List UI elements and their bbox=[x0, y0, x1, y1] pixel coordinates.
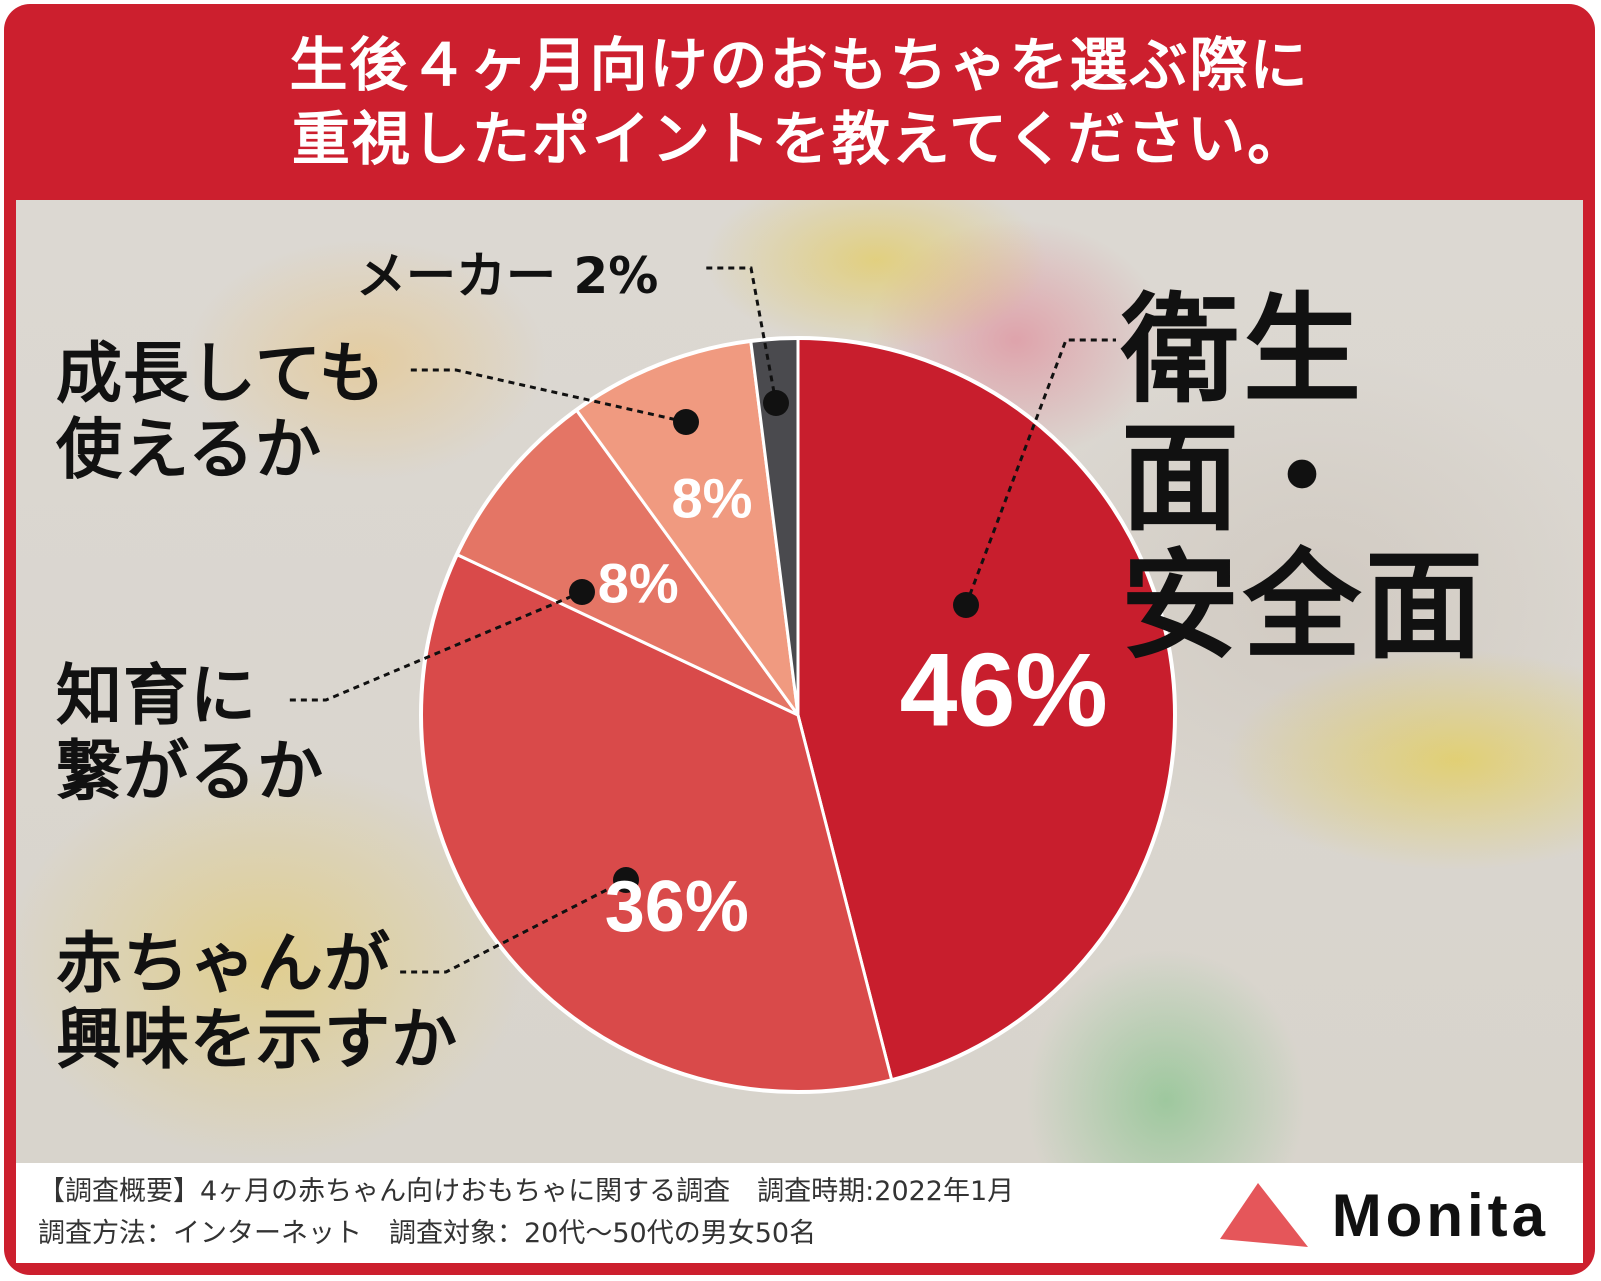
brand-name: Monita bbox=[1331, 1181, 1549, 1249]
leader-dot-3 bbox=[673, 409, 699, 435]
leader-line-2 bbox=[286, 590, 583, 702]
triangle-logo-icon bbox=[1219, 1183, 1308, 1247]
label-safety-line-2: 安全面 bbox=[1121, 537, 1488, 675]
leader-line-4 bbox=[706, 266, 778, 404]
footer: 【調査概要】4ヶ月の赤ちゃん向けおもちゃに関する調査 調査時期:2022年1月 … bbox=[16, 1163, 1583, 1263]
label-interest-line-2: 興味を示すか bbox=[56, 1001, 458, 1078]
title-line-2: 重視したポイントを教えてください。 bbox=[291, 105, 1308, 173]
leader-dot-0 bbox=[953, 592, 979, 618]
title-line-1: 生後４ヶ月向けのおもちゃを選ぶ際に bbox=[289, 31, 1310, 99]
chart-panel: 46% 36% 8% 8% 衛生面・ 安全面 メーカー 2% 成長しても 使えるか 知… bbox=[16, 200, 1583, 1163]
label-safety: 衛生面・ 安全面 bbox=[1121, 286, 1583, 670]
leader-dot-2 bbox=[569, 579, 595, 605]
label-education-line-2: 繋がるか bbox=[56, 733, 324, 810]
label-interest-line-1: 赤ちゃんが bbox=[56, 925, 391, 1002]
brand-logo: Monita bbox=[1218, 1181, 1549, 1249]
chart-title: 生後４ヶ月向けのおもちゃを選ぶ際に 重視したポイントを教えてください。 bbox=[4, 4, 1595, 200]
slice-value-label-2: 8% bbox=[598, 551, 679, 614]
leader-dot-1 bbox=[613, 867, 639, 893]
label-growth-line-1: 成長しても bbox=[56, 335, 386, 412]
slice-value-label-0: 46% bbox=[900, 632, 1108, 748]
slice-value-label-1: 36% bbox=[605, 867, 749, 947]
leader-line-1 bbox=[396, 878, 627, 974]
leader-dot-4 bbox=[763, 390, 789, 416]
survey-line-2: 調査方法：インターネット 調査対象：20代〜50代の男女50名 bbox=[38, 1218, 817, 1249]
label-growth-line-2: 使えるか bbox=[56, 411, 323, 488]
survey-summary: 【調査概要】4ヶ月の赤ちゃん向けおもちゃに関する調査 調査時期:2022年1月 … bbox=[38, 1171, 1014, 1255]
label-growth: 成長しても 使えるか bbox=[56, 336, 386, 488]
label-safety-line-1: 衛生面・ bbox=[1121, 281, 1366, 547]
slice-value-label-3: 8% bbox=[671, 466, 752, 529]
pie-chart: 46% 36% 8% 8% bbox=[286, 266, 1177, 1094]
label-interest: 赤ちゃんが 興味を示すか bbox=[56, 926, 458, 1078]
pie-outline bbox=[419, 336, 1177, 1094]
infographic-frame: 生後４ヶ月向けのおもちゃを選ぶ際に 重視したポイントを教えてください。 46% 3… bbox=[4, 4, 1595, 1275]
label-education: 知育に 繋がるか bbox=[56, 658, 324, 810]
leader-line-3 bbox=[406, 368, 687, 424]
label-maker: メーカー 2% bbox=[356, 247, 659, 305]
survey-line-1: 【調査概要】4ヶ月の赤ちゃん向けおもちゃに関する調査 調査時期:2022年1月 bbox=[38, 1176, 1015, 1207]
label-education-line-1: 知育に bbox=[56, 657, 257, 734]
